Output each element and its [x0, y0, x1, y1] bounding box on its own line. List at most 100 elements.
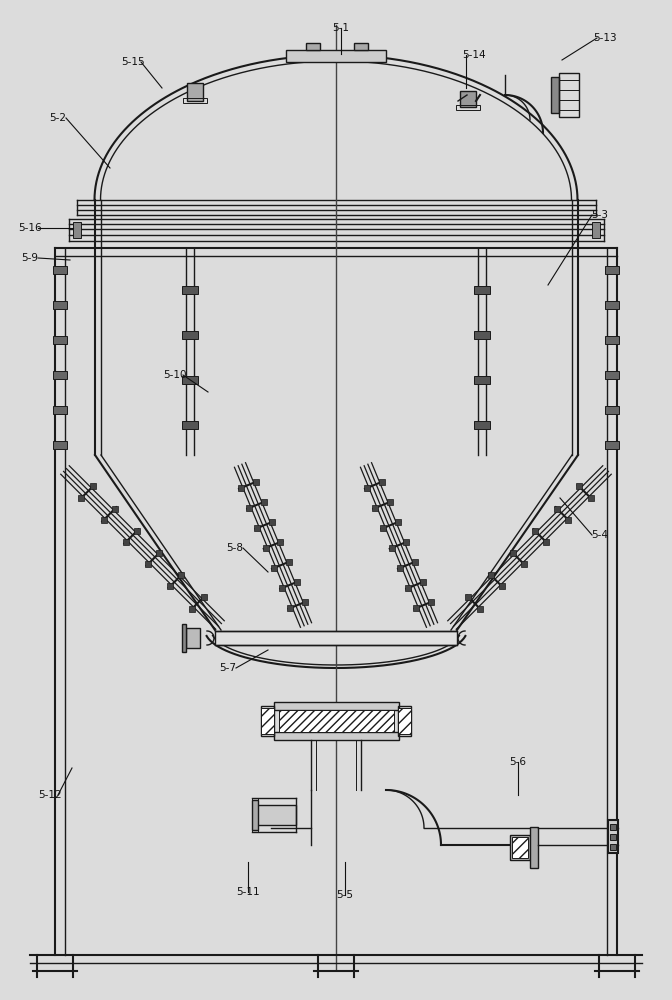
Bar	[608, 820, 618, 853]
Text: 5-11: 5-11	[236, 887, 260, 897]
Bar	[354, 43, 368, 50]
Bar	[488, 572, 494, 578]
Bar	[405, 585, 411, 591]
Bar	[387, 499, 393, 505]
Text: 5-6: 5-6	[509, 757, 526, 767]
Bar	[53, 266, 67, 274]
Bar	[279, 585, 285, 591]
Bar	[215, 631, 457, 645]
Bar	[182, 421, 198, 429]
Bar	[397, 565, 403, 571]
Bar	[302, 599, 308, 605]
Bar	[182, 624, 186, 652]
Bar	[543, 539, 549, 545]
Text: 5-14: 5-14	[462, 50, 486, 60]
Bar	[187, 83, 203, 101]
Bar	[238, 485, 244, 491]
Bar	[532, 528, 538, 534]
Bar	[510, 835, 530, 860]
Bar	[200, 594, 206, 600]
Bar	[190, 606, 195, 612]
Bar	[261, 706, 274, 736]
Bar	[477, 606, 482, 612]
Bar	[395, 519, 401, 525]
Bar	[521, 561, 527, 567]
Bar	[101, 517, 107, 523]
Bar	[587, 495, 593, 501]
Bar	[183, 98, 207, 103]
Bar	[466, 594, 472, 600]
Bar	[269, 519, 275, 525]
Bar	[380, 525, 386, 531]
Bar	[186, 628, 200, 648]
Bar	[378, 479, 384, 485]
Bar	[605, 336, 619, 344]
Bar	[123, 539, 129, 545]
Bar	[73, 222, 81, 238]
Bar	[592, 222, 600, 238]
Bar	[610, 834, 616, 840]
Bar	[286, 50, 386, 62]
Bar	[605, 441, 619, 449]
Bar	[252, 798, 258, 832]
Bar	[372, 505, 378, 511]
Bar	[512, 837, 528, 858]
Bar	[605, 266, 619, 274]
Bar	[261, 499, 267, 505]
Bar	[499, 583, 505, 589]
Bar	[398, 706, 411, 736]
Text: 5-12: 5-12	[38, 790, 62, 800]
Bar	[167, 583, 173, 589]
Bar	[510, 550, 516, 556]
Bar	[605, 406, 619, 414]
Bar	[246, 505, 252, 511]
Bar	[530, 827, 538, 868]
Bar	[306, 43, 320, 50]
Bar	[456, 105, 480, 110]
Bar	[428, 599, 434, 605]
Text: 5-16: 5-16	[18, 223, 42, 233]
Text: 5-9: 5-9	[22, 253, 38, 263]
Text: 5-13: 5-13	[593, 33, 617, 43]
Text: 5-10: 5-10	[163, 370, 187, 380]
Bar	[559, 73, 579, 117]
Bar	[294, 579, 300, 585]
Bar	[554, 506, 560, 512]
Bar	[412, 559, 417, 565]
Text: 5-2: 5-2	[50, 113, 67, 123]
Bar	[182, 331, 198, 339]
Bar	[263, 545, 269, 551]
Bar	[53, 406, 67, 414]
Text: 5-8: 5-8	[226, 543, 243, 553]
Bar	[252, 800, 258, 830]
Bar	[53, 441, 67, 449]
Bar	[565, 517, 571, 523]
Bar	[610, 824, 616, 830]
Bar	[255, 525, 260, 531]
Bar	[53, 336, 67, 344]
Bar	[182, 376, 198, 384]
Bar	[413, 605, 419, 611]
Bar	[403, 539, 409, 545]
Bar	[145, 561, 151, 567]
Bar	[286, 559, 292, 565]
Bar	[79, 495, 85, 501]
Text: 5-4: 5-4	[591, 530, 609, 540]
Bar	[474, 376, 490, 384]
Bar	[398, 708, 411, 734]
Bar	[610, 844, 616, 850]
Bar	[420, 579, 426, 585]
Bar	[156, 550, 162, 556]
Bar	[388, 545, 394, 551]
Bar	[474, 421, 490, 429]
Bar	[182, 286, 198, 294]
Bar	[551, 77, 559, 113]
Bar	[261, 708, 274, 734]
Text: 5-5: 5-5	[337, 890, 353, 900]
Bar	[474, 331, 490, 339]
Bar	[134, 528, 140, 534]
Bar	[274, 732, 399, 740]
Bar	[271, 565, 277, 571]
Bar	[460, 91, 476, 107]
Bar	[605, 301, 619, 309]
